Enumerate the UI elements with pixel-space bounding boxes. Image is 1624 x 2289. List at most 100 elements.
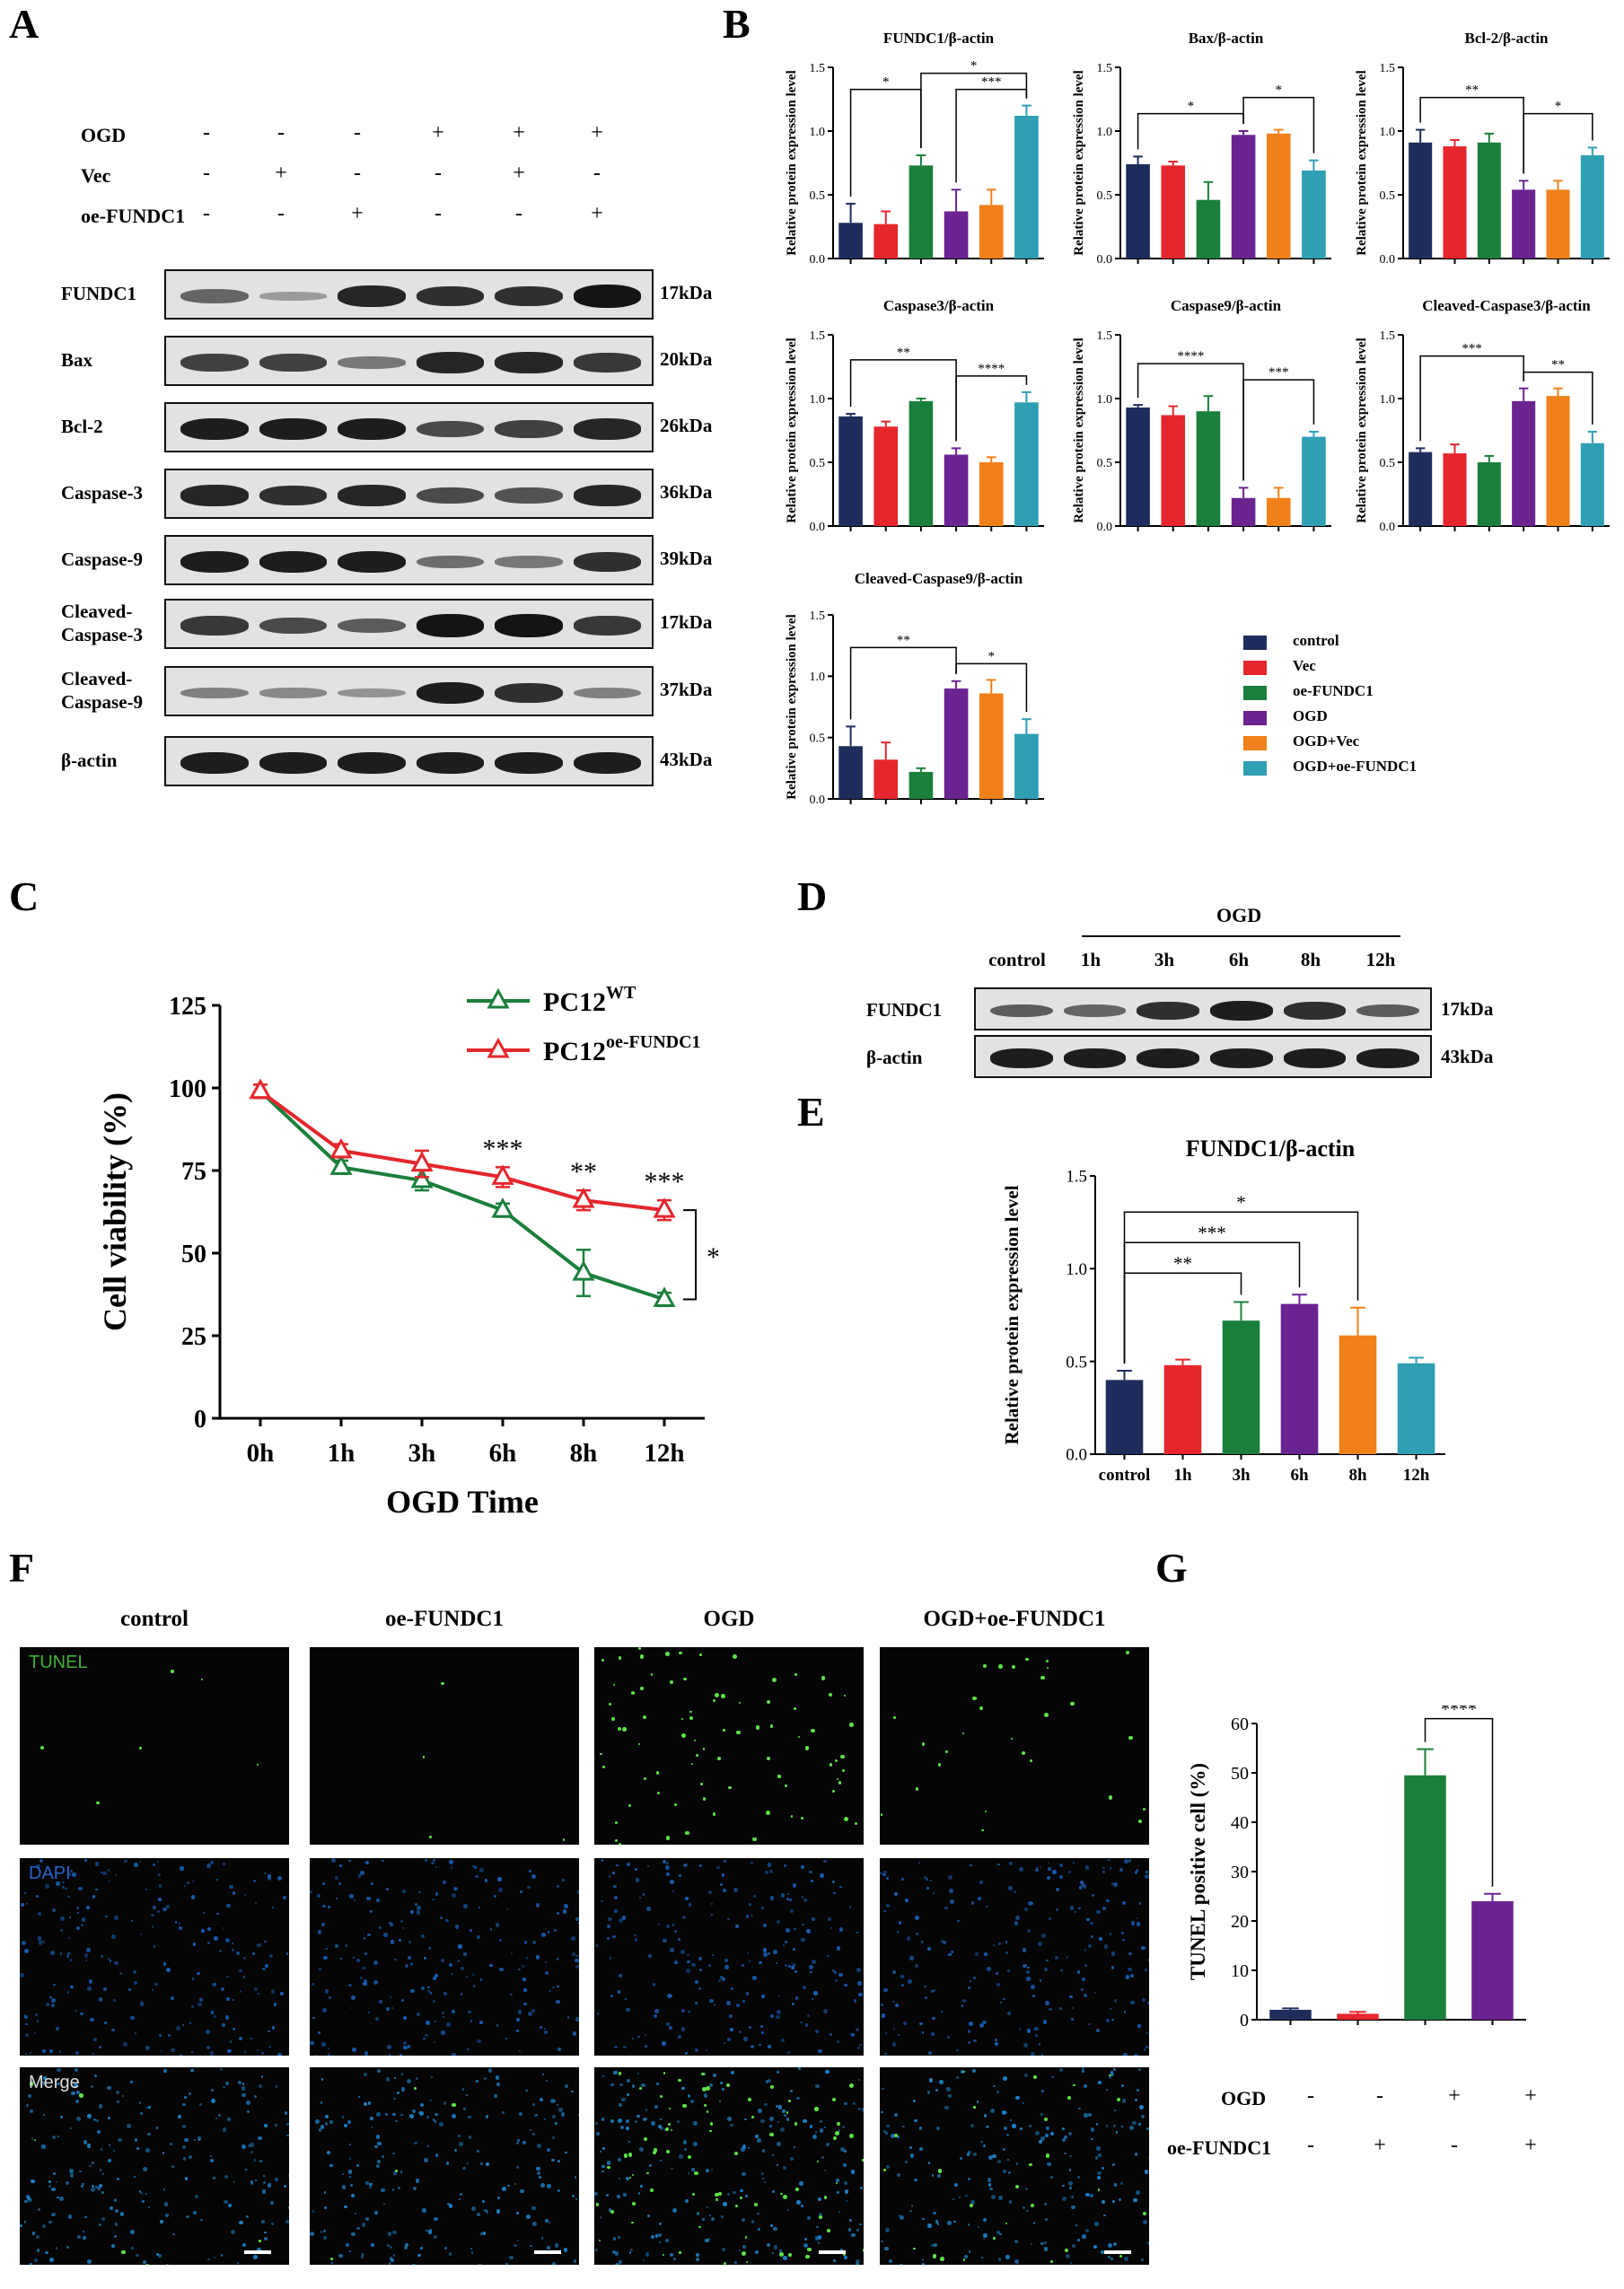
cell-nucleus: [730, 2123, 733, 2127]
panel-label-e: E: [797, 1089, 825, 1135]
cell-nucleus: [555, 2121, 558, 2125]
tunel-positive-cell: [767, 1756, 771, 1761]
cell-nucleus: [891, 2042, 897, 2047]
cell-nucleus: [23, 1949, 29, 1954]
cell-nucleus: [1122, 1900, 1127, 1906]
cell-nucleus: [1061, 2137, 1067, 2142]
tunel-positive-cell: [1109, 2074, 1111, 2077]
cell-nucleus: [92, 2052, 95, 2056]
micrograph: Merge: [20, 2067, 289, 2265]
cell-nucleus: [357, 2096, 361, 2099]
cell-nucleus: [40, 1859, 44, 1864]
tunel-positive-cell: [706, 2110, 709, 2113]
cell-nucleus: [803, 2118, 807, 2124]
cell-nucleus: [814, 2236, 819, 2241]
cell-nucleus: [261, 2189, 267, 2194]
cell-nucleus: [729, 2014, 733, 2018]
cell-nucleus: [665, 1924, 671, 1929]
cell-nucleus: [780, 2039, 785, 2043]
cell-nucleus: [432, 1976, 436, 1981]
cell-nucleus: [629, 2249, 633, 2251]
cell-nucleus: [1077, 1907, 1081, 1910]
cell-nucleus: [785, 1927, 790, 1933]
cell-nucleus: [169, 2142, 173, 2146]
tunel-positive-cell: [970, 2204, 974, 2208]
cell-nucleus: [78, 1887, 83, 1891]
cell-nucleus: [769, 1896, 775, 1900]
cell-nucleus: [930, 2031, 935, 2037]
cell-nucleus: [1068, 1995, 1073, 1999]
cell-nucleus: [470, 2251, 473, 2254]
cell-nucleus: [742, 1963, 745, 1967]
cell-nucleus: [202, 1912, 205, 1915]
cell-nucleus: [1029, 2125, 1032, 2128]
significance-bracket: [1424, 1717, 1494, 1887]
cell-nucleus: [838, 1927, 844, 1932]
tunel-positive-cell: [607, 2165, 610, 2170]
cell-nucleus: [326, 2150, 331, 2155]
cell-nucleus: [936, 2174, 941, 2178]
cell-nucleus: [433, 2000, 435, 2003]
cell-nucleus: [167, 2033, 171, 2038]
cell-nucleus: [538, 2175, 542, 2179]
cell-nucleus: [478, 2264, 482, 2265]
cell-nucleus: [905, 1899, 909, 1902]
cell-nucleus: [1081, 2070, 1084, 2073]
cell-nucleus: [681, 1915, 687, 1920]
cell-nucleus: [24, 2022, 28, 2026]
cell-nucleus: [802, 1923, 804, 1925]
cell-nucleus: [1022, 1948, 1027, 1953]
molecular-weight: 26kDa: [660, 415, 713, 436]
significance-bracket: [920, 72, 1028, 148]
blot-strip: [164, 402, 654, 452]
cell-nucleus: [382, 1859, 385, 1863]
cell-nucleus: [385, 2077, 391, 2083]
cell-nucleus: [99, 2169, 102, 2171]
tunel-positive-cell: [660, 2094, 663, 2099]
molecular-weight: 43kDa: [660, 749, 713, 770]
cell-nucleus: [634, 2119, 638, 2124]
tunel-positive-cell: [1029, 1758, 1032, 1762]
tunel-positive-cell: [849, 2133, 855, 2138]
cell-nucleus: [792, 1963, 795, 1967]
cell-nucleus: [1133, 2054, 1138, 2056]
cell-nucleus: [162, 1962, 167, 1966]
y-tick-label: 1.5: [810, 610, 826, 623]
cell-nucleus: [22, 1940, 27, 1945]
cell-nucleus: [575, 2017, 579, 2022]
cell-nucleus: [694, 1980, 698, 1985]
tunel-positive-cell: [752, 1837, 757, 1842]
tunel-positive-cell: [668, 2107, 671, 2109]
cell-nucleus: [615, 2251, 619, 2256]
cell-nucleus: [985, 2125, 989, 2128]
cell-nucleus: [674, 1961, 678, 1965]
cell-nucleus: [1128, 1859, 1131, 1863]
scale-bar: [819, 2250, 846, 2254]
bar: [1161, 165, 1186, 259]
cell-nucleus: [662, 1859, 666, 1864]
cell-nucleus: [163, 2202, 169, 2207]
micrograph: [880, 1858, 1149, 2056]
cell-nucleus: [375, 2017, 380, 2021]
cell-nucleus: [721, 2214, 724, 2218]
cell-nucleus: [476, 1935, 480, 1939]
cell-nucleus: [770, 2014, 775, 2019]
legend-label: OGD+oe-FUNDC1: [1293, 758, 1418, 775]
cell-nucleus: [761, 2177, 765, 2179]
tunel-positive-cell: [742, 2250, 746, 2256]
tunel-positive-cell: [562, 1838, 565, 1841]
blot-label: Caspase-9: [61, 548, 144, 570]
cell-nucleus: [486, 2162, 489, 2166]
cell-nucleus: [742, 2037, 748, 2042]
cell-nucleus: [420, 2102, 424, 2107]
cell-nucleus: [465, 2094, 468, 2097]
x-tick-label: 6h: [1290, 1466, 1309, 1485]
cell-nucleus: [828, 1917, 831, 1921]
cell-nucleus: [433, 2235, 437, 2240]
cell-nucleus: [277, 1876, 283, 1881]
cell-nucleus: [982, 2237, 986, 2241]
y-tick-label: 1.0: [1097, 393, 1113, 407]
tunel-positive-cell: [1064, 2248, 1069, 2253]
cell-nucleus: [260, 2075, 264, 2078]
